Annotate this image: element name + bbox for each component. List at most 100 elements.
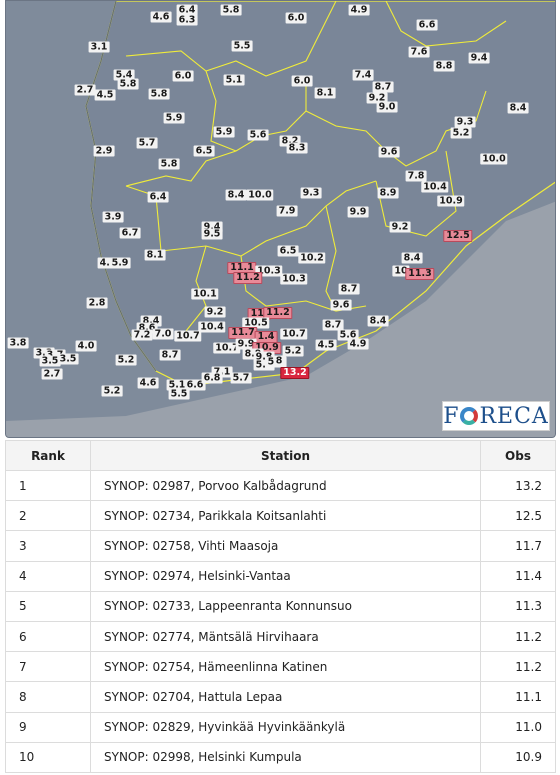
station-value-label[interactable]: 5.8: [253, 359, 275, 371]
table-row[interactable]: 2 SYNOP: 02734, Parikkala Koitsanlahti 12.…: [5, 500, 556, 532]
station-value-label[interactable]: 12.5: [443, 230, 473, 242]
station-value-label[interactable]: 9.8: [253, 351, 275, 363]
station-value-label[interactable]: 5.5: [168, 388, 190, 400]
station-value-label[interactable]: 9.2: [366, 92, 388, 104]
station-value-label[interactable]: 5.9: [163, 112, 185, 124]
station-value-label[interactable]: 9.0: [376, 101, 398, 113]
station-value-label[interactable]: 10: [392, 265, 410, 277]
station-value-label[interactable]: 3.9: [102, 211, 124, 223]
station-value-label[interactable]: 10.7: [174, 330, 202, 342]
station-value-label[interactable]: 9.6: [378, 146, 400, 158]
station-value-label[interactable]: 6.8: [201, 372, 223, 384]
station-value-label[interactable]: 7.1: [211, 366, 233, 378]
station-value-label[interactable]: 2.7: [74, 84, 96, 96]
station-value-label[interactable]: 10.2: [298, 252, 326, 264]
station-value-label[interactable]: 5.2: [450, 127, 472, 139]
header-rank[interactable]: Rank: [5, 440, 91, 471]
table-row[interactable]: 6 SYNOP: 02774, Mäntsälä Hirvihaara 11.2: [5, 620, 556, 653]
station-value-label[interactable]: 6.3: [176, 14, 198, 26]
station-value-label[interactable]: 8.4: [507, 102, 529, 114]
station-value-label[interactable]: 7.2: [131, 329, 153, 341]
station-value-label[interactable]: 9.2: [204, 306, 226, 318]
table-row[interactable]: 3 SYNOP: 02758, Vihti Maasoja 11.7: [5, 530, 556, 562]
station-value-label[interactable]: 8.7: [322, 319, 344, 331]
station-value-label[interactable]: 6.4: [147, 191, 169, 203]
station-value-label[interactable]: 2.8: [86, 297, 108, 309]
station-value-label[interactable]: 11.3: [405, 268, 435, 280]
station-value-label[interactable]: 8.7: [338, 283, 360, 295]
station-value-label[interactable]: 5.7: [230, 372, 252, 384]
station-value-label[interactable]: 5.9: [213, 126, 235, 138]
station-value-label[interactable]: 7.4: [352, 69, 374, 81]
station-value-label[interactable]: 4.9: [347, 338, 369, 350]
station-value-label[interactable]: 5.8: [158, 158, 180, 170]
station-value-label[interactable]: 8.8: [433, 60, 455, 72]
station-value-label[interactable]: 6.0: [172, 70, 194, 82]
station-value-label[interactable]: 8.4: [401, 252, 423, 264]
station-value-label[interactable]: 13.2: [280, 367, 310, 379]
station-value-label[interactable]: 9.5: [201, 228, 223, 240]
station-value-label[interactable]: 8.3: [286, 142, 308, 154]
station-value-label[interactable]: 9.3: [454, 116, 476, 128]
station-value-label[interactable]: 4.5: [315, 339, 337, 351]
station-value-label[interactable]: 3.5: [57, 353, 79, 365]
station-value-label[interactable]: 5.2: [101, 385, 123, 397]
station-value-label[interactable]: 8.9: [377, 187, 399, 199]
station-value-label[interactable]: 9.3: [300, 187, 322, 199]
station-value-label[interactable]: 9.4: [201, 221, 223, 233]
station-value-label[interactable]: 9.9: [347, 206, 369, 218]
station-value-label[interactable]: 4.5: [97, 257, 119, 269]
station-value-label[interactable]: 8.1: [144, 249, 166, 261]
table-row[interactable]: 1 SYNOP: 02987, Porvoo Kalbådagrund 13.2: [5, 469, 556, 502]
station-value-label[interactable]: 9.9: [235, 338, 257, 350]
station-value-label[interactable]: 10.7: [280, 328, 308, 340]
station-value-label[interactable]: 8.2: [279, 135, 301, 147]
station-value-label[interactable]: 6.7: [119, 227, 141, 239]
table-row[interactable]: 5 SYNOP: 02733, Lappeenranta Konnunsuo 11.…: [5, 590, 556, 622]
station-value-label[interactable]: 5.1: [166, 379, 188, 391]
station-value-label[interactable]: 8.1: [314, 87, 336, 99]
station-value-label[interactable]: 10.3: [280, 273, 308, 285]
station-value-label[interactable]: 9.2: [389, 221, 411, 233]
station-value-label[interactable]: 8.9: [242, 348, 264, 360]
station-value-label[interactable]: 10.3: [255, 265, 283, 277]
station-value-label[interactable]: 5.8: [117, 78, 139, 90]
station-value-label[interactable]: 6.6: [184, 379, 206, 391]
station-value-label[interactable]: 10.5: [242, 317, 270, 329]
table-row[interactable]: 8 SYNOP: 02704, Hattula Lepaa 11.1: [5, 681, 556, 713]
station-value-label[interactable]: 5.7: [136, 137, 158, 149]
station-value-label[interactable]: 8.7: [159, 349, 181, 361]
header-obs[interactable]: Obs: [480, 440, 556, 471]
station-value-label[interactable]: 8.4: [367, 315, 389, 327]
table-row[interactable]: 10 SYNOP: 02998, Helsinki Kumpula 10.9: [5, 741, 556, 773]
station-value-label[interactable]: 5.6: [247, 129, 269, 141]
station-value-label[interactable]: 5.2: [282, 345, 304, 357]
station-value-label[interactable]: 10.4: [421, 181, 449, 193]
header-station[interactable]: Station: [90, 440, 481, 471]
station-value-label[interactable]: 11.7: [228, 327, 258, 339]
station-value-label[interactable]: 4.0: [75, 340, 97, 352]
station-value-label[interactable]: 9.4: [468, 52, 490, 64]
station-value-label[interactable]: 4.6: [150, 11, 172, 23]
station-value-label[interactable]: 6.4: [176, 4, 198, 16]
station-value-label[interactable]: 10.0: [480, 153, 508, 165]
station-value-label[interactable]: 5.5: [231, 40, 253, 52]
station-value-label[interactable]: 10.4: [198, 321, 226, 333]
station-value-label[interactable]: 8.7: [372, 81, 394, 93]
station-value-label[interactable]: 3.1: [88, 41, 110, 53]
station-value-label[interactable]: 7.6: [408, 46, 430, 58]
station-value-label[interactable]: 6.0: [285, 12, 307, 24]
station-value-label[interactable]: 6.6: [416, 19, 438, 31]
table-row[interactable]: 7 SYNOP: 02754, Hämeenlinna Katinen 11.2: [5, 651, 556, 683]
station-value-label[interactable]: 5.6: [337, 329, 359, 341]
station-value-label[interactable]: 5.8: [148, 88, 170, 100]
station-value-label[interactable]: 8.4: [140, 315, 162, 327]
station-value-label[interactable]: 8.6: [136, 322, 158, 334]
station-value-label[interactable]: 7.0: [152, 328, 174, 340]
table-row[interactable]: 4 SYNOP: 02974, Helsinki-Vantaa 11.4: [5, 560, 556, 592]
station-value-label[interactable]: 4.5: [94, 89, 116, 101]
temperature-map[interactable]: 6.4 4.6 6.3 5.8 6.0 4.9 6.6 3.1 5.5 7.6 9.4 8.8 5.4 6…: [5, 0, 556, 438]
station-value-label[interactable]: 3.7: [44, 349, 66, 361]
station-value-label[interactable]: 6.0: [291, 75, 313, 87]
station-value-label[interactable]: 4.9: [348, 4, 370, 16]
